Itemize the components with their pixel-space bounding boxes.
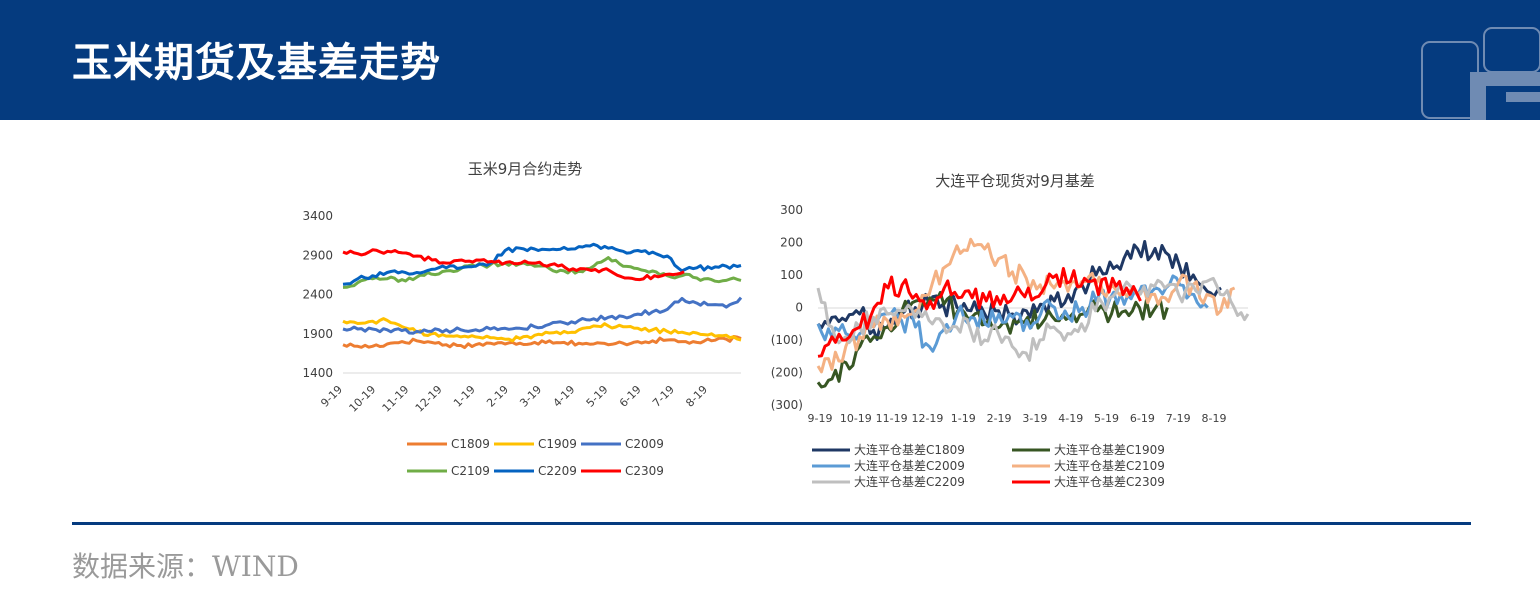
y-tick-label: 1400: [302, 366, 333, 380]
series-line-C2209: [342, 242, 742, 286]
y-tick-label: 0: [795, 301, 803, 315]
y-tick-label: 200: [780, 236, 803, 250]
brand-logo-icon: [1421, 27, 1540, 120]
x-tick-label: 1-19: [951, 412, 976, 425]
x-tick-label: 7-19: [1166, 412, 1191, 425]
chart-basis: 大连平仓现货对9月基差 300 200 100 0 (100) (200) (300) 9-…: [771, 172, 1250, 489]
y-tick-label: 1900: [302, 327, 333, 341]
x-tick-label: 12-19: [413, 383, 445, 415]
chart-title: 大连平仓现货对9月基差: [935, 172, 1095, 190]
x-tick-label: 10-19: [347, 383, 379, 415]
footer-divider: [72, 522, 1471, 525]
series-line-大连平仓基差C2209: [816, 276, 1250, 362]
x-tick-label: 8-19: [1202, 412, 1227, 425]
x-tick-label: 11-19: [380, 383, 412, 415]
x-tick-label: 3-19: [517, 383, 544, 410]
legend-label: C2009: [625, 437, 664, 451]
x-tick-label: 6-19: [1130, 412, 1155, 425]
series-line-C2309: [342, 248, 685, 282]
x-tick-label: 12-19: [911, 412, 943, 425]
x-tick-label: 4-19: [551, 383, 578, 410]
legend-label: 大连平仓基差C2009: [854, 458, 965, 473]
legend-label: C2309: [625, 464, 664, 478]
y-tick-label: 2900: [302, 248, 333, 262]
y-tick-label: 300: [780, 203, 803, 217]
y-tick-label: (200): [771, 366, 803, 380]
legend-label: C2209: [538, 464, 577, 478]
x-tick-label: 10-19: [840, 412, 872, 425]
legend-label: 大连平仓基差C1909: [1054, 442, 1165, 457]
x-tick-label: 4-19: [1058, 412, 1083, 425]
series-line-C1909: [342, 317, 742, 343]
y-tick-label: 2400: [302, 288, 333, 302]
x-tick-label: 7-19: [650, 383, 677, 410]
x-tick-label: 1-19: [451, 383, 478, 410]
x-tick-label: 5-19: [1094, 412, 1119, 425]
legend-label: 大连平仓基差C1809: [854, 442, 965, 457]
x-tick-label: 2-19: [987, 412, 1012, 425]
x-tick-label: 2-19: [484, 383, 511, 410]
header-bar: 玉米期货及基差走势: [0, 0, 1540, 120]
series-line-C2009: [342, 296, 743, 335]
x-tick-label: 9-19: [318, 383, 345, 410]
y-tick-label: (300): [771, 398, 803, 412]
x-tick-label: 5-19: [584, 383, 611, 410]
x-tick-label: 8-19: [683, 383, 710, 410]
x-tick-label: 6-19: [617, 383, 644, 410]
legend-label: 大连平仓基差C2109: [1054, 458, 1165, 473]
legend-label: C2109: [451, 464, 490, 478]
data-source: 数据来源：WIND: [72, 550, 299, 583]
legend-label: 大连平仓基差C2209: [854, 474, 965, 489]
legend-label: C1909: [538, 437, 577, 451]
legend-label: 大连平仓基差C2309: [1054, 474, 1165, 489]
y-tick-label: 100: [780, 268, 803, 282]
series-line-C1809: [342, 335, 742, 350]
x-tick-label: 3-19: [1022, 412, 1047, 425]
y-tick-label: 3400: [302, 209, 333, 223]
chart-title: 玉米9月合约走势: [468, 160, 583, 178]
legend-label: C1809: [451, 437, 490, 451]
x-tick-label: 9-19: [808, 412, 833, 425]
y-tick-label: (100): [771, 333, 803, 347]
series-line-大连平仓基差C2109: [816, 237, 1236, 374]
x-tick-label: 11-19: [876, 412, 908, 425]
series-line-大连平仓基差C2309: [817, 267, 1142, 358]
page-title: 玉米期货及基差走势: [72, 39, 441, 86]
